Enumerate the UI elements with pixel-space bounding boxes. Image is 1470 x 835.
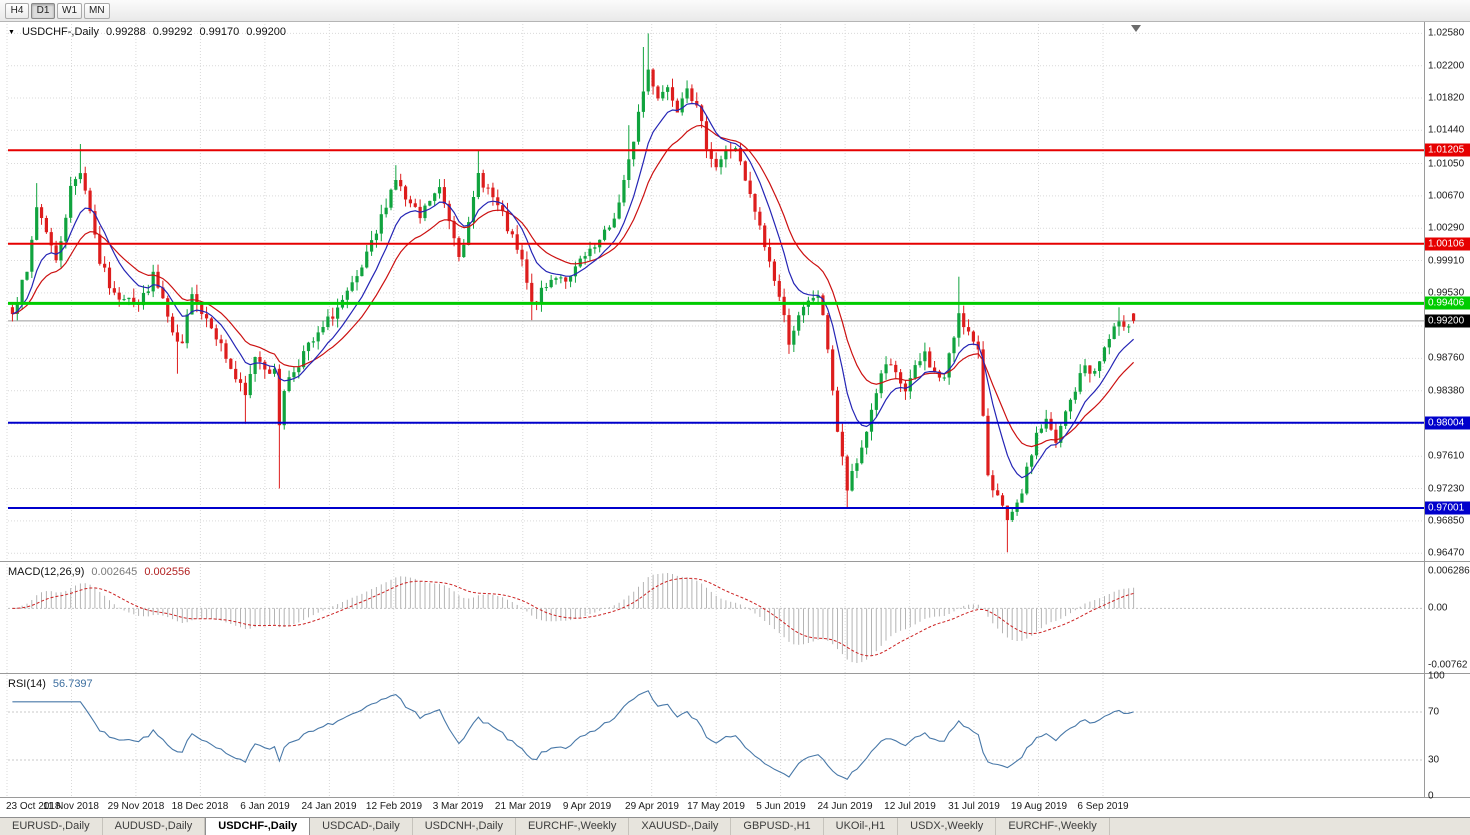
time-axis-label: 12 Feb 2019 [365,801,423,812]
time-axis-label: 24 Jun 2019 [817,801,873,812]
macd-main-value: 0.002645 [91,566,138,578]
rsi-name: RSI(14) [8,678,46,690]
price-axis-label: 0.98380 [1428,385,1465,397]
current-price-badge: 0.99200 [1425,314,1470,328]
level-price-badge: 0.99406 [1425,296,1470,310]
price-axis-label: 1.00290 [1428,222,1465,234]
timeframe-button-h4[interactable]: H4 [5,2,29,19]
level-price-badge: 1.01205 [1425,143,1470,157]
time-axis-label: 11 Nov 2018 [43,801,99,812]
candlestick-layer [10,33,1136,553]
price-axis-label: 1.02580 [1428,27,1465,39]
time-axis-label: 9 Apr 2019 [562,801,612,812]
time-axis-label: 19 Aug 2019 [1010,801,1068,812]
ohlc-high: 0.99292 [152,26,193,38]
price-axis-label: 0.98760 [1428,352,1465,364]
chart-tab[interactable]: EURCHF-,Weekly [996,818,1110,835]
toolbar: H4 D1 W1 MN [0,0,1470,22]
chart-tab[interactable]: XAUUSD-,Daily [629,818,732,835]
price-axis-label: 0.96470 [1428,547,1465,559]
chart-tab[interactable]: USDCAD-,Daily [310,818,413,835]
price-axis-label: 1.00670 [1428,190,1465,202]
ohlc-low: 0.99170 [199,26,240,38]
macd-axis-label: 0.00 [1428,602,1448,614]
timeframe-buttons: H4 D1 W1 MN [5,2,110,19]
price-axis-label: 1.02200 [1428,60,1465,72]
price-axis[interactable]: 1.02580 1.02200 1.01820 1.01440 1.01050 1.006… [1425,22,1470,802]
time-axis-label: 21 Mar 2019 [494,801,552,812]
price-axis-label: 1.01050 [1428,158,1465,170]
price-axis-label: 1.01440 [1428,124,1465,136]
chart-tab[interactable]: GBPUSD-,H1 [731,818,824,835]
chart-tab-active[interactable]: USDCHF-,Daily [205,818,311,835]
time-axis-label: 6 Sep 2019 [1077,801,1129,812]
ma-slow-line [12,124,1135,448]
rsi-layer [8,690,1424,781]
macd-axis-label: 0.006286 [1428,565,1470,577]
panel-separators [0,22,1470,798]
chart-tab[interactable]: EURUSD-,Daily [0,818,103,835]
ohlc-close: 0.99200 [246,26,286,38]
price-axis-label: 1.01820 [1428,92,1465,104]
level-price-badge: 1.00106 [1425,237,1470,251]
price-axis-label: 0.97230 [1428,483,1465,495]
level-lines-layer[interactable] [8,149,1424,509]
time-axis-label: 17 May 2019 [687,801,745,812]
timeframe-button-w1[interactable]: W1 [57,2,82,19]
rsi-axis-label: 100 [1428,670,1445,682]
rsi-axis-label: 30 [1428,754,1440,766]
price-axis-label: 0.99530 [1428,287,1465,299]
chart-canvas[interactable] [0,22,1470,817]
chart-tab[interactable]: USDCNH-,Daily [413,818,516,835]
timeframe-button-d1[interactable]: D1 [31,2,55,19]
macd-signal-value: 0.002556 [144,566,191,578]
time-axis-label: 3 Mar 2019 [432,801,484,812]
rsi-label: RSI(14) 56.7397 [8,678,93,690]
symbol-dropdown-icon[interactable]: ▼ [8,28,15,36]
macd-layer [8,573,1424,663]
time-axis-label: 12 Jul 2019 [884,801,936,812]
chart-tab[interactable]: USDX-,Weekly [898,818,997,835]
time-axis-label: 18 Dec 2018 [171,801,229,812]
ohlc-open: 0.99288 [105,26,146,38]
ma-fast-line [12,102,1135,479]
time-axis-label: 5 Jun 2019 [756,801,806,812]
price-axis-label: 0.96850 [1428,515,1465,527]
time-axis-label: 23 Oct 2018 [6,801,61,812]
chart-tab[interactable]: EURCHF-,Weekly [516,818,630,835]
time-axis-label: 24 Jan 2019 [301,801,357,812]
chart-tab[interactable]: UKOil-,H1 [824,818,899,835]
rsi-value: 56.7397 [52,678,93,690]
macd-label: MACD(12,26,9) 0.002645 0.002556 [8,566,190,578]
level-price-badge: 0.97001 [1425,501,1470,515]
price-axis-label: 0.99910 [1428,255,1465,267]
grid-layer [6,24,1424,796]
level-price-badge: 0.98004 [1425,416,1470,430]
chart-region: ▼ USDCHF-,Daily 0.99288 0.99292 0.99170 … [0,22,1470,817]
rsi-axis-label: 70 [1428,706,1440,718]
chart-shift-marker[interactable] [1131,25,1141,32]
price-axis-label: 0.97610 [1428,450,1465,462]
macd-axis-label: -0.00762 [1428,659,1468,671]
chart-ohlc-header: ▼ USDCHF-,Daily 0.99288 0.99292 0.99170 … [8,26,286,38]
chart-tabs-bar: EURUSD-,Daily AUDUSD-,Daily USDCHF-,Daily U… [0,817,1470,835]
time-axis-label: 6 Jan 2019 [240,801,290,812]
time-axis-label: 29 Apr 2019 [625,801,679,812]
macd-name: MACD(12,26,9) [8,566,85,578]
time-axis-label: 31 Jul 2019 [948,801,1000,812]
time-axis-label: 29 Nov 2018 [107,801,165,812]
time-axis[interactable]: 23 Oct 2018 11 Nov 2018 29 Nov 2018 18 Dec … [0,798,1424,817]
symbol-period-label: USDCHF-,Daily [21,26,99,38]
timeframe-button-mn[interactable]: MN [84,2,110,19]
rsi-axis-label: 0 [1428,790,1434,802]
chart-tab[interactable]: AUDUSD-,Daily [103,818,206,835]
